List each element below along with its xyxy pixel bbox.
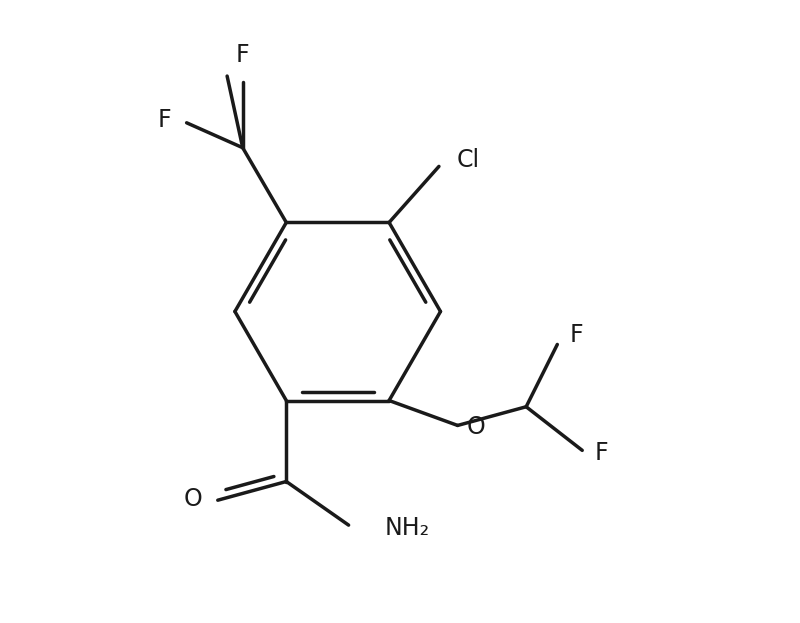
Text: F: F: [594, 442, 608, 465]
Text: O: O: [183, 487, 202, 511]
Text: F: F: [158, 108, 171, 131]
Text: Cl: Cl: [456, 148, 479, 172]
Text: F: F: [236, 43, 250, 67]
Text: F: F: [570, 323, 583, 347]
Text: O: O: [467, 415, 486, 439]
Text: NH₂: NH₂: [385, 516, 430, 540]
